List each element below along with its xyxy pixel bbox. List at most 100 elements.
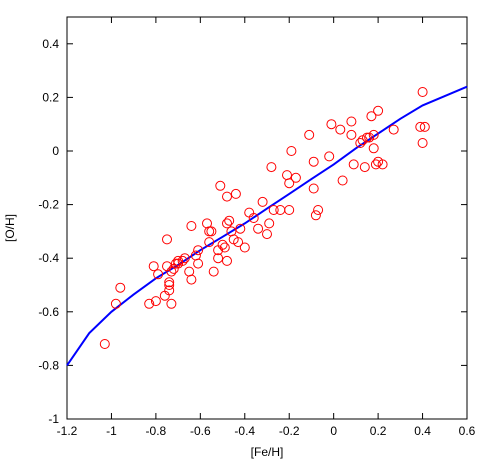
data-point: [166, 298, 177, 309]
y-tick-label: 0.4: [42, 37, 59, 51]
data-point: [239, 242, 250, 253]
data-point: [284, 205, 295, 215]
data-point: [266, 162, 277, 173]
data-point: [324, 151, 335, 162]
x-tick-label: -0.2: [279, 424, 300, 438]
data-point: [264, 218, 275, 229]
data-point: [337, 175, 348, 186]
y-tick-label: -0.6: [38, 305, 59, 319]
y-tick-label: 0.2: [42, 90, 59, 104]
data-point: [388, 124, 399, 135]
plot-frame: [66, 16, 468, 420]
data-point: [115, 282, 126, 293]
data-point: [275, 205, 286, 215]
data-point: [224, 215, 235, 226]
y-axis-label: [O/H]: [3, 214, 17, 242]
y-tick-label: -0.2: [38, 198, 59, 212]
data-point: [262, 229, 272, 240]
fit-curve-layer: [66, 85, 468, 366]
data-point: [310, 210, 321, 221]
data-point: [248, 213, 259, 223]
data-point: [219, 242, 230, 253]
data-point: [204, 226, 215, 237]
data-point: [162, 234, 172, 245]
data-point: [230, 188, 241, 199]
data-point: [286, 146, 297, 156]
y-tick-label: -0.4: [38, 251, 59, 265]
data-point: [193, 245, 204, 256]
data-point: [308, 156, 319, 167]
axes: [66, 16, 468, 420]
fit-curve: [66, 85, 468, 366]
data-point: [186, 221, 197, 231]
data-point: [217, 239, 228, 250]
data-point: [244, 207, 255, 218]
data-point: [257, 196, 268, 207]
data-point: [377, 159, 388, 170]
data-point: [284, 178, 295, 189]
x-tick-label: -1: [106, 424, 117, 438]
data-point: [153, 269, 164, 280]
x-axis-label: [Fe/H]: [251, 445, 284, 459]
data-point: [206, 226, 217, 237]
y-tick-label: -1: [48, 412, 59, 426]
data-point: [233, 237, 244, 248]
data-point: [355, 138, 366, 148]
data-point: [253, 223, 264, 234]
x-tick-label: 0.2: [370, 424, 387, 438]
data-point: [222, 255, 232, 266]
data-point: [268, 205, 279, 215]
x-tick-label: 0.6: [459, 424, 476, 438]
data-point: [173, 255, 184, 266]
data-point: [304, 129, 315, 140]
x-tick-label: -0.4: [234, 424, 255, 438]
data-point: [202, 218, 212, 229]
data-point: [335, 124, 346, 135]
data-point: [179, 253, 190, 264]
data-point: [177, 255, 188, 266]
data-point: [208, 266, 219, 277]
data-point: [226, 226, 237, 237]
data-point: [348, 159, 359, 170]
data-point: [417, 87, 428, 97]
data-points-layer: [99, 87, 430, 349]
x-tick-label: 0.4: [414, 424, 431, 438]
data-point: [164, 285, 175, 296]
data-point: [164, 280, 175, 290]
data-point: [313, 205, 324, 215]
data-point: [235, 223, 246, 234]
data-point: [346, 129, 357, 140]
data-point: [99, 339, 110, 349]
data-point: [166, 266, 177, 277]
data-point: [373, 105, 384, 116]
data-point: [366, 111, 377, 122]
x-tick-label: -0.6: [190, 424, 211, 438]
data-point: [326, 119, 337, 130]
data-point: [308, 183, 319, 194]
data-point: [368, 129, 379, 140]
x-tick-label: 0: [330, 424, 337, 438]
data-point: [415, 121, 426, 132]
data-point: [222, 191, 232, 202]
data-point: [204, 237, 215, 248]
data-point: [144, 298, 155, 309]
ticks: -1.2 -1 -0.8 -0.6 -0.4 -0.2 0 0.2 0.4 0.6-1-0.8-0…: [38, 17, 476, 438]
data-point: [164, 277, 175, 288]
x-tick-label: -0.8: [146, 424, 167, 438]
data-point: [213, 253, 224, 264]
data-point: [290, 172, 301, 183]
data-point: [417, 138, 428, 148]
data-point: [186, 274, 197, 285]
data-point: [282, 170, 292, 181]
data-point: [368, 143, 379, 154]
y-tick-label: 0: [52, 144, 59, 158]
data-point: [346, 116, 357, 127]
y-tick-label: -0.8: [38, 358, 59, 372]
data-point: [150, 296, 161, 307]
data-point: [362, 132, 372, 143]
data-point: [370, 159, 381, 170]
data-point: [215, 180, 226, 191]
data-point: [110, 298, 121, 309]
data-point: [359, 162, 370, 173]
